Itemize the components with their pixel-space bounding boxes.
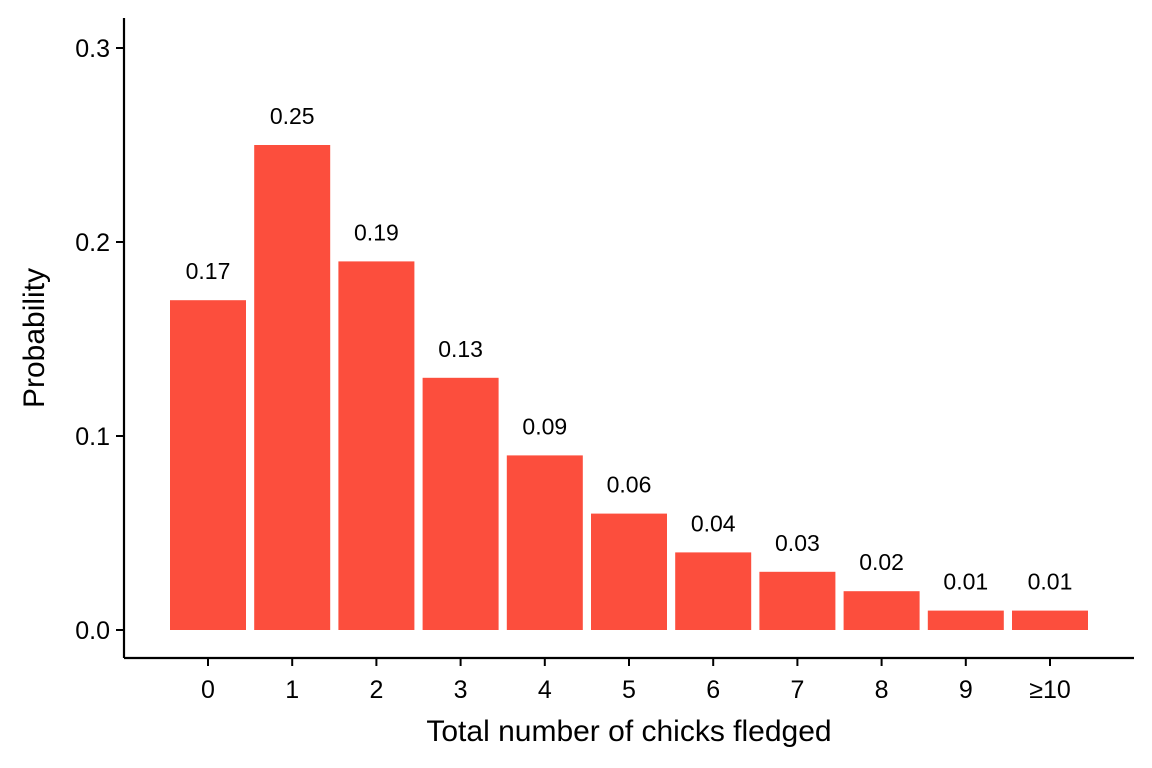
x-tick-label-2: 2	[369, 676, 383, 704]
bar-6	[675, 552, 752, 630]
data-label-2: 0.19	[354, 219, 399, 245]
y-axis-title: Probability	[18, 268, 51, 408]
data-label-0: 0.17	[186, 258, 231, 284]
x-axis-title: Total number of chicks fledged	[426, 715, 831, 748]
x-tick-label-1: 1	[285, 676, 299, 704]
x-tick-label-8: 8	[875, 676, 889, 704]
bar-9	[927, 610, 1004, 630]
x-tick-label-0: 0	[201, 676, 215, 704]
x-tick-label-3: 3	[454, 676, 468, 704]
data-label-7: 0.03	[775, 530, 820, 556]
x-tick-label-4: 4	[538, 676, 552, 704]
y-tick-label-0: 0.0	[75, 617, 110, 645]
x-axis: 0 1 2 3 4 5 6 7 8 9 ≥10	[124, 656, 1134, 704]
x-tick-label-5: 5	[622, 676, 636, 704]
bar-0	[170, 300, 246, 630]
x-tick-label-10: ≥10	[1029, 676, 1071, 704]
data-label-5: 0.06	[607, 472, 652, 498]
data-label-6: 0.04	[691, 510, 736, 536]
data-label-4: 0.09	[522, 413, 567, 439]
data-label-3: 0.13	[438, 336, 483, 362]
bar-5	[591, 513, 667, 630]
bar-3	[422, 377, 499, 630]
bar-10	[1012, 610, 1088, 630]
data-label-8: 0.02	[859, 549, 904, 575]
y-tick-label-2: 0.2	[75, 229, 110, 257]
bar-4	[506, 455, 583, 630]
data-labels-layer: 0.17 0.25 0.19 0.13 0.09 0.06 0.04 0.03 0.02 0.01…	[186, 103, 1073, 595]
data-label-1: 0.25	[270, 103, 315, 129]
y-axis: 0.0 0.1 0.2 0.3	[75, 18, 126, 658]
x-tick-label-9: 9	[959, 676, 973, 704]
bar-2	[338, 261, 415, 630]
y-tick-label-1: 0.1	[75, 423, 110, 451]
bar-1	[254, 145, 331, 630]
data-label-9: 0.01	[943, 569, 988, 595]
x-tick-label-7: 7	[790, 676, 804, 704]
y-tick-label-3: 0.3	[75, 35, 110, 63]
bar-7	[759, 571, 836, 630]
x-tick-label-6: 6	[706, 676, 720, 704]
bars-layer	[170, 145, 1088, 630]
bar-8	[843, 591, 920, 630]
data-label-10: 0.01	[1028, 569, 1073, 595]
